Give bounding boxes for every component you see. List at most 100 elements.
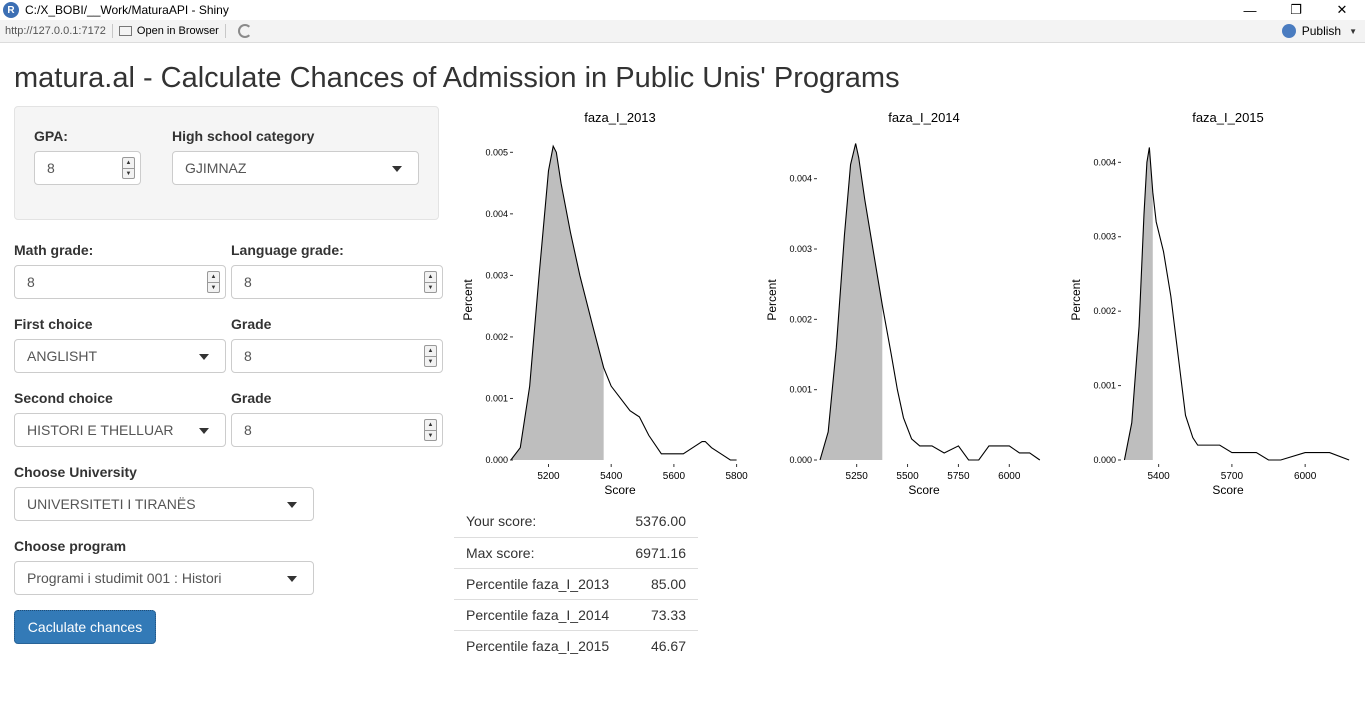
chevron-down-icon (392, 166, 402, 172)
chevron-down-icon (287, 502, 297, 508)
result-value: 46.67 (622, 629, 698, 661)
results-table: Your score: 5376.00 Max score: 6971.16 Per… (454, 506, 698, 661)
gpa-label: GPA: (34, 128, 68, 144)
caret-down-icon[interactable]: ▼ (210, 285, 217, 291)
close-icon[interactable]: ✕ (1336, 2, 1348, 17)
x-tick-label: 5750 (947, 471, 970, 482)
density-chart-svg: 0.000 0.001 0.002 0.003 0.004 5250 5500 5750 600… (765, 110, 1041, 497)
second-choice-value: HISTORI E THELLUAR (27, 422, 174, 438)
result-value: 73.33 (622, 598, 698, 630)
y-axis-label: Percent (765, 279, 779, 321)
language-grade-input[interactable]: 8 ▲ ▼ (231, 265, 443, 299)
math-grade-label: Math grade: (14, 242, 94, 258)
result-value: 5376.00 (635, 513, 686, 530)
y-tick-label: 0.003 (485, 270, 508, 280)
hs-category-select[interactable]: GJIMNAZ (172, 151, 419, 185)
chevron-down-icon (199, 428, 209, 434)
result-label: Percentile faza_I_2013 (454, 567, 623, 599)
language-grade-stepper[interactable]: ▲ ▼ (424, 271, 437, 293)
second-choice-select[interactable]: HISTORI E THELLUAR (14, 413, 226, 447)
y-tick-label: 0.000 (1093, 455, 1116, 465)
math-grade-stepper[interactable]: ▲ ▼ (207, 271, 220, 293)
second-grade-input[interactable]: 8 ▲ ▼ (231, 413, 443, 447)
open-in-browser-label: Open in Browser (136, 25, 219, 37)
university-value: UNIVERSITETI I TIRANËS (27, 496, 196, 512)
gpa-input[interactable]: 8 ▲ ▼ (34, 151, 141, 185)
caret-up-icon[interactable]: ▲ (425, 346, 436, 357)
y-axis-label: Percent (461, 279, 475, 321)
window-titlebar: R C:/X_BOBI/__Work/MaturaAPI - Shiny — ❐… (0, 0, 1365, 20)
rstudio-app-icon: R (3, 2, 19, 18)
density-line (510, 144, 737, 461)
publish-button[interactable]: Publish ▼ (1281, 24, 1357, 38)
refresh-icon[interactable] (237, 24, 252, 38)
y-tick-label: 0.003 (1093, 232, 1116, 242)
caret-down-icon[interactable]: ▼ (427, 433, 434, 439)
window-controls: — ❐ ✕ (1227, 0, 1365, 20)
chevron-down-icon[interactable]: ▼ (1349, 26, 1357, 36)
chart-title: faza_I_2014 (888, 110, 960, 125)
density-line (819, 143, 1041, 461)
x-tick-label: 6000 (1294, 471, 1317, 482)
y-tick-label: 0.001 (1093, 381, 1116, 391)
x-tick-label: 5400 (1148, 471, 1171, 482)
result-value: 85.00 (622, 567, 698, 599)
y-tick-label: 0.000 (485, 455, 508, 465)
second-choice-label: Second choice (14, 390, 113, 406)
x-axis-label: Score (908, 483, 940, 497)
first-grade-value: 8 (244, 348, 252, 364)
x-tick-label: 5700 (1221, 471, 1244, 482)
x-tick-label: 6000 (998, 471, 1021, 482)
calculate-chances-button[interactable]: Caclulate chances (14, 610, 156, 644)
url-display: http://127.0.0.1:7172 (5, 25, 106, 37)
density-shaded-area (510, 146, 604, 460)
table-row: Percentile faza_I_2014 73.33 (454, 598, 698, 630)
density-shaded-area (820, 143, 883, 460)
result-label: Percentile faza_I_2014 (454, 598, 623, 630)
caret-up-icon[interactable]: ▲ (425, 420, 436, 431)
toolbar-divider (111, 24, 113, 38)
caret-down-icon[interactable]: ▼ (427, 285, 434, 291)
program-select[interactable]: Programi i studimit 001 : Histori (14, 561, 314, 595)
result-label: Percentile faza_I_2015 (454, 629, 623, 661)
chevron-down-icon (287, 576, 297, 582)
table-row: Max score: 6971.16 (454, 536, 698, 568)
university-select[interactable]: UNIVERSITETI I TIRANËS (14, 487, 314, 521)
x-axis-label: Score (1212, 483, 1244, 497)
density-chart-svg: 0.000 0.001 0.002 0.003 0.004 0.005 5200 5400 56… (461, 110, 748, 497)
density-chart-2015: 0.000 0.001 0.002 0.003 0.004 5400 5700 6000 faz… (1062, 106, 1362, 506)
caret-down-icon[interactable]: ▼ (427, 359, 434, 365)
first-grade-stepper[interactable]: ▲ ▼ (424, 345, 437, 367)
x-tick-label: 5600 (663, 471, 686, 482)
caret-down-icon[interactable]: ▼ (125, 171, 132, 177)
x-tick-label: 5800 (725, 471, 748, 482)
toolbar-divider (224, 24, 226, 38)
second-grade-stepper[interactable]: ▲ ▼ (424, 419, 437, 441)
university-label: Choose University (14, 464, 137, 480)
density-line (1123, 147, 1350, 461)
result-label: Your score: (466, 513, 537, 530)
first-grade-label: Grade (231, 316, 272, 332)
minimize-icon[interactable]: — (1243, 2, 1257, 18)
open-in-browser-button[interactable]: Open in Browser (118, 25, 219, 37)
table-row: Percentile faza_I_2015 46.67 (454, 629, 698, 661)
chevron-down-icon (199, 354, 209, 360)
x-tick-label: 5500 (896, 471, 919, 482)
first-grade-input[interactable]: 8 ▲ ▼ (231, 339, 443, 373)
first-choice-select[interactable]: ANGLISHT (14, 339, 226, 373)
language-grade-value: 8 (244, 274, 252, 290)
browser-window-icon (118, 26, 132, 36)
math-grade-input[interactable]: 8 ▲ ▼ (14, 265, 226, 299)
caret-up-icon[interactable]: ▲ (123, 158, 134, 169)
caret-up-icon[interactable]: ▲ (208, 272, 219, 283)
chart-title: faza_I_2015 (1192, 110, 1264, 125)
gpa-stepper[interactable]: ▲ ▼ (122, 157, 135, 179)
second-grade-label: Grade (231, 390, 272, 406)
publish-icon (1281, 24, 1296, 38)
table-row: Your score: 5376.00 (454, 506, 698, 537)
restore-icon[interactable]: ❐ (1290, 2, 1302, 17)
table-row: Percentile faza_I_2013 85.00 (454, 567, 698, 599)
density-chart-svg: 0.000 0.001 0.002 0.003 0.004 5400 5700 6000 faz… (1069, 110, 1350, 497)
density-chart-2013: 0.000 0.001 0.002 0.003 0.004 0.005 5200 5400 56… (454, 106, 754, 506)
caret-up-icon[interactable]: ▲ (425, 272, 436, 283)
